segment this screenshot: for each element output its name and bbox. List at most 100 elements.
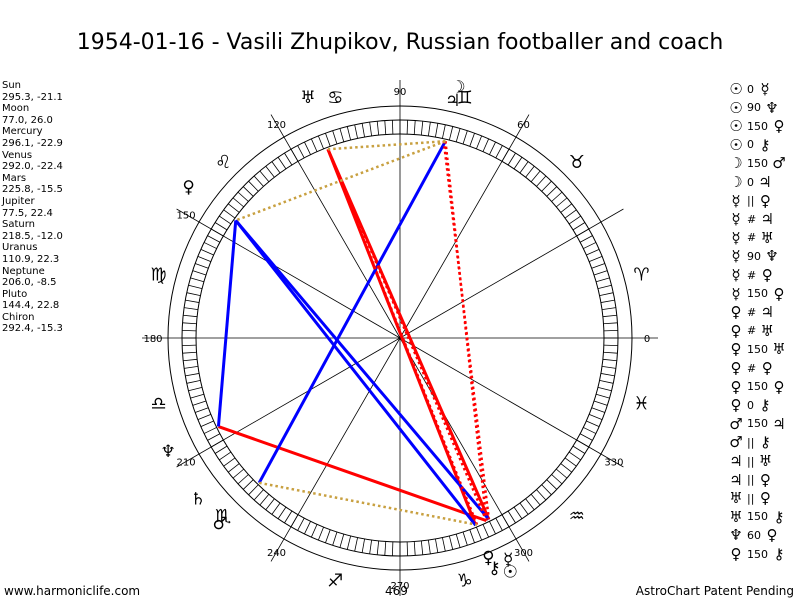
aspect-row: ☽ 0 ♃ — [728, 173, 773, 191]
degree-tick — [413, 120, 416, 135]
house-spoke — [270, 114, 401, 339]
planet-name-moon: Moon — [2, 103, 30, 115]
planet-name-mercury: Mercury — [2, 126, 43, 138]
degree-tick — [579, 235, 593, 243]
planet-chiron-icon: ⚷ — [488, 558, 500, 578]
aspect-line — [234, 219, 477, 527]
degree-tick — [435, 538, 439, 553]
aspect-planet-glyph: ☿ — [731, 191, 741, 210]
degree-tick — [602, 358, 617, 362]
degree-tick — [530, 494, 541, 506]
degree-tick — [597, 386, 612, 392]
degree-tick — [200, 248, 214, 256]
planet-mercury-icon: ☿ — [503, 550, 513, 570]
planet-name-uranus: Uranus — [2, 242, 38, 254]
aspect-planet-glyph: ♃ — [772, 414, 786, 433]
aspect-planet-glyph: ♅ — [729, 507, 743, 526]
degree-tick — [369, 539, 373, 554]
aspect-line — [235, 140, 446, 222]
degree-tick — [248, 484, 259, 496]
zodiac-sagittarius-icon: ♐ — [327, 570, 343, 591]
aspect-row: ☉ 150 ♀ — [728, 117, 787, 135]
degree-tick — [376, 540, 380, 555]
degree-tick — [564, 457, 577, 467]
aspect-type: 0 — [747, 138, 754, 152]
aspect-type: 150 — [747, 156, 768, 170]
aspect-planet-glyph: ☿ — [731, 266, 741, 284]
zodiac-gemini-icon: ♊ — [457, 88, 473, 109]
degree-tick — [304, 141, 311, 155]
degree-tick — [248, 180, 259, 192]
aspect-row: ♂ 150 ♃ — [728, 415, 787, 433]
aspect-type: 150 — [747, 287, 768, 301]
aspect-type: || — [747, 194, 755, 208]
degree-tick — [186, 292, 201, 296]
degree-tick — [384, 541, 387, 556]
degree-tick — [297, 145, 305, 159]
planet-mars-icon: ♂ — [213, 514, 228, 534]
aspect-planet-glyph: ♀ — [730, 321, 742, 340]
aspect-row: ☉ 0 ⚷ — [728, 136, 773, 154]
degree-tick — [556, 468, 568, 479]
degree-tick — [536, 175, 547, 187]
aspect-planet-glyph: ♀ — [759, 489, 771, 508]
degree-label: 300 — [514, 548, 533, 559]
planet-pluto-icon: ♀ — [182, 178, 194, 198]
planet-name-jupiter: Jupiter — [2, 195, 35, 207]
chart-title: 1954-01-16 - Vasili Zhupikov, Russian fo… — [76, 30, 724, 55]
degree-tick — [182, 351, 197, 354]
degree-tick — [541, 484, 552, 496]
planet-saturn-icon: ♄ — [190, 490, 205, 510]
planet-name-chiron: Chiron — [2, 311, 35, 323]
aspect-row: ♀ 0 ⚷ — [728, 396, 773, 414]
degree-tick — [600, 299, 615, 303]
degree-tick — [519, 502, 529, 515]
degree-tick — [361, 538, 365, 553]
degree-tick — [223, 457, 236, 467]
planet-coords-moon: 77.0, 26.0 — [2, 114, 53, 126]
planet-coords-uranus: 110.9, 22.3 — [2, 253, 60, 265]
degree-label: 270 — [390, 581, 409, 592]
degree-tick — [197, 414, 212, 421]
footer-patent: AstroChart Patent Pending — [635, 584, 794, 598]
degree-tick — [317, 135, 324, 150]
planet-coords-jupiter: 77.5, 22.4 — [2, 207, 53, 219]
footer-number: 469 — [385, 584, 408, 598]
degree-tick — [462, 130, 468, 145]
degree-tick — [420, 121, 424, 136]
degree-tick — [603, 351, 618, 354]
degree-tick — [284, 510, 293, 524]
aspect-planet-glyph: ♀ — [730, 377, 742, 396]
aspect-type: 150 — [747, 342, 768, 356]
aspect-row: ♀ 150 ♀ — [728, 378, 787, 396]
zodiac-taurus-icon: ♉ — [569, 152, 585, 173]
aspect-planet-glyph: ♃ — [760, 303, 774, 322]
aspect-planet-glyph: ☿ — [731, 210, 741, 229]
degree-tick — [253, 175, 264, 187]
aspect-planet-glyph: ♆ — [765, 98, 779, 117]
degree-tick — [304, 521, 311, 535]
aspect-line — [257, 140, 447, 484]
planet-coords-sun: 295.3, -21.1 — [2, 91, 63, 103]
planet-name-saturn: Saturn — [2, 219, 36, 231]
aspect-type: || — [747, 454, 755, 468]
aspect-planet-glyph: ☉ — [729, 98, 743, 117]
degree-tick — [203, 427, 217, 434]
degree-tick — [469, 133, 475, 147]
degree-label: 0 — [644, 334, 650, 345]
degree-tick — [595, 393, 610, 399]
degree-tick — [354, 537, 358, 552]
aspect-type: # — [747, 212, 757, 226]
degree-tick — [568, 451, 581, 461]
degree-tick — [237, 191, 249, 202]
house-spoke — [176, 337, 401, 468]
degree-tick — [593, 400, 608, 406]
aspect-planet-glyph: ♀ — [730, 303, 742, 322]
aspect-planet-glyph: ☉ — [729, 135, 743, 154]
degree-tick — [259, 494, 270, 506]
aspect-planet-glyph: ♂ — [772, 154, 786, 173]
aspect-row: ♅ 150 ⚷ — [728, 508, 787, 526]
aspect-row: ☉ 90 ♆ — [728, 99, 780, 117]
degree-tick — [271, 502, 281, 515]
footer-website[interactable]: www.harmoniclife.com — [4, 584, 141, 598]
